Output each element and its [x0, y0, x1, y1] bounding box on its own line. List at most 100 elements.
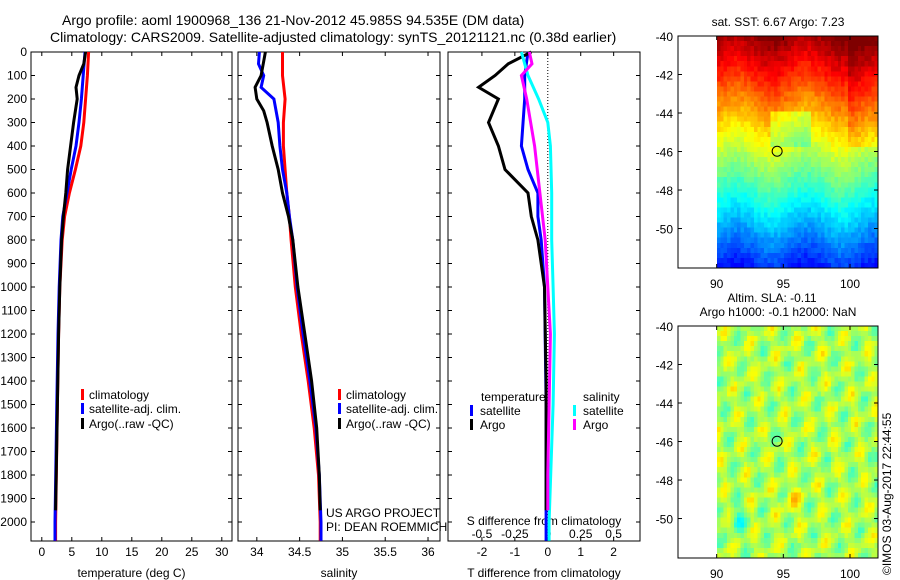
y-tick-label: 2000 — [0, 515, 27, 529]
legend-swatch — [81, 418, 84, 429]
legend-label: climatology — [346, 388, 406, 402]
salinity-profile: 34 34.5 35 35.5 36 salinity climatologysatelli… — [237, 51, 447, 580]
y-tick-label: -44 — [656, 107, 674, 121]
sst-map: -40 -42 -44 -46 -48 -50 90 95 100 sat. SST: 6.67 … — [656, 15, 879, 291]
s-tick-label: 0.5 — [605, 527, 622, 541]
series-climatology — [281, 52, 322, 541]
x-axis-label: salinity — [321, 566, 358, 580]
y-tick-label: 100 — [7, 69, 27, 83]
x-tick-label: -1 — [510, 545, 521, 559]
y-tick-label: -44 — [656, 397, 674, 411]
y-tick-label: 1300 — [0, 351, 27, 365]
y-tick-label: -50 — [656, 223, 674, 237]
y-tick-label: -40 — [656, 320, 674, 334]
y-tick-label: 700 — [7, 210, 27, 224]
axes-box — [447, 51, 641, 542]
legend-swatch — [81, 389, 84, 400]
legend-label: Argo(..raw -QC) — [89, 417, 174, 431]
x-tick-label: 34.5 — [288, 545, 312, 559]
x-tick-label: 100 — [840, 567, 860, 580]
legend-label: Argo(..raw -QC) — [346, 417, 431, 431]
y-tick-label: -48 — [656, 474, 674, 488]
legend-swatch — [470, 405, 473, 416]
y-tick-label: 300 — [7, 116, 27, 130]
x-tick-label: 10 — [95, 545, 109, 559]
map-title: Altim. SLA: -0.11 — [727, 291, 816, 305]
s-tick-label: -0.25 — [501, 527, 529, 541]
x-tick-label: 2 — [610, 545, 617, 559]
difference-profile: -2 -1 0 1 2 T difference from climatology -0.5… — [447, 50, 641, 580]
legend-swatch — [338, 389, 341, 400]
x-tick-label: 15 — [125, 545, 139, 559]
y-tick-label: -42 — [656, 359, 674, 373]
x-axis-label: temperature (deg C) — [77, 566, 185, 580]
legend-swatch — [338, 418, 341, 429]
y-tick-label: 900 — [7, 257, 27, 271]
x-tick-label: 30 — [215, 545, 229, 559]
legend-label: satellite-adj. clim. — [89, 402, 181, 416]
y-tick-label: 1000 — [0, 280, 27, 294]
y-tick-label: 200 — [7, 92, 27, 106]
legend-label: satellite — [583, 404, 624, 418]
pi-label: PI: DEAN ROEMMICH — [326, 520, 447, 534]
x-axis-label: T difference from climatology — [467, 566, 621, 580]
legend-title: temperature — [481, 390, 546, 404]
y-tick-label: -42 — [656, 69, 674, 83]
x-tick-label: 0 — [544, 545, 551, 559]
legend-swatch — [81, 403, 84, 414]
map-axes-box — [677, 325, 879, 559]
legend-label: satellite — [480, 404, 521, 418]
x-tick-label: 5 — [68, 545, 75, 559]
x-tick-label: 34 — [250, 545, 264, 559]
x-tick-label: 90 — [710, 567, 724, 580]
legend-label: satellite-adj. clim. — [346, 402, 438, 416]
y-tick-label: 1700 — [0, 445, 27, 459]
y-tick-label: -48 — [656, 184, 674, 198]
x-tick-label: 0 — [38, 545, 45, 559]
x-tick-label: 35 — [336, 545, 350, 559]
x-tick-label: 90 — [710, 277, 724, 291]
y-tick-label: -46 — [656, 146, 674, 160]
x-tick-label: 35.5 — [374, 545, 398, 559]
s-tick-label: 0.25 — [569, 527, 593, 541]
y-tick-label: 1900 — [0, 492, 27, 506]
sla-heatmap — [717, 326, 878, 558]
legend-swatch — [338, 403, 341, 414]
y-tick-label: 1600 — [0, 421, 27, 435]
series-argo-raw-qc- — [54, 51, 88, 511]
legend-title: salinity — [583, 390, 620, 404]
map-axes-box — [677, 35, 879, 269]
argo-position-marker — [771, 435, 783, 447]
title-line-2: Climatology: CARS2009. Satellite-adjuste… — [50, 29, 617, 45]
sst-heatmap — [717, 36, 878, 268]
map-title: sat. SST: 6.67 Argo: 7.23 — [712, 15, 845, 29]
series-s-argo — [519, 51, 552, 511]
x-tick-label: 95 — [777, 567, 791, 580]
x-tick-label: 100 — [840, 277, 860, 291]
y-tick-label: 0 — [20, 45, 27, 59]
series-t-argo — [475, 50, 548, 511]
y-tick-label: 800 — [7, 233, 27, 247]
x-tick-label: 20 — [155, 545, 169, 559]
title-line-1: Argo profile: aoml 1900968_136 21-Nov-20… — [62, 12, 525, 28]
y-tick-label: 1100 — [1, 304, 27, 318]
y-tick-label: 500 — [7, 163, 27, 177]
y-tick-label: 600 — [7, 186, 27, 200]
sla-map: -40 -42 -44 -46 -48 -50 90 95 100 Altim. SLA: -0.… — [656, 291, 879, 580]
series-t-satellite — [519, 51, 548, 541]
legend-label: Argo — [583, 418, 609, 432]
y-tick-label: 400 — [7, 139, 27, 153]
axes-box — [237, 51, 441, 542]
argo-position-marker — [771, 145, 783, 157]
legend-swatch — [573, 419, 576, 430]
legend-label: Argo — [480, 418, 506, 432]
project-label: US ARGO PROJECT — [326, 506, 441, 520]
s-axis-label: S difference from climatology — [467, 514, 622, 528]
y-tick-label: 1400 — [0, 374, 27, 388]
x-tick-label: 95 — [777, 277, 791, 291]
temperature-profile: 0 5 10 15 20 25 30 temperature (deg C) climatolo… — [30, 51, 233, 580]
y-tick-label: -40 — [656, 30, 674, 44]
legend-swatch — [573, 405, 576, 416]
y-tick-label: 1200 — [0, 327, 27, 341]
